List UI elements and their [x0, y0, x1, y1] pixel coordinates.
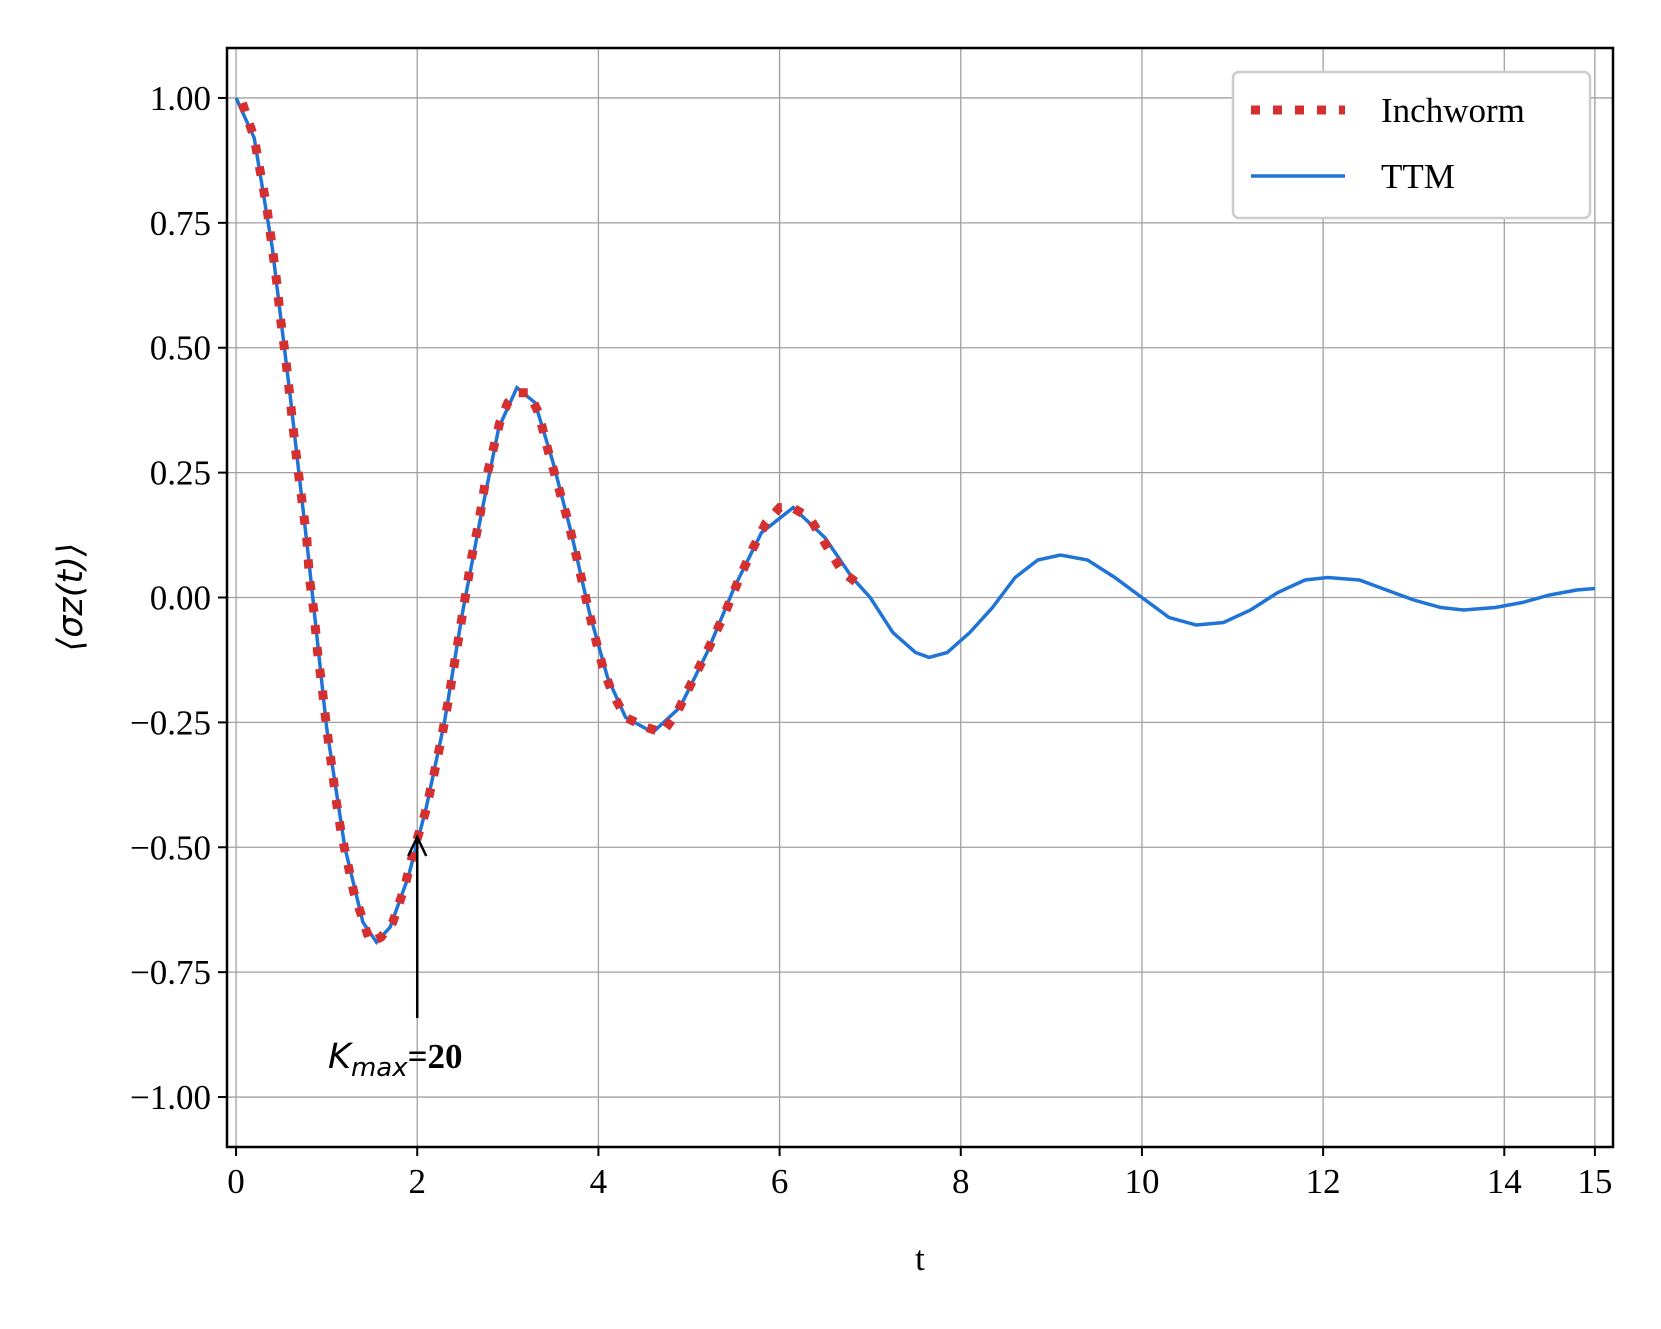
annotation-arrowhead	[407, 834, 428, 857]
x-tick-label: 0	[227, 1162, 245, 1201]
legend-label: TTM	[1381, 157, 1455, 196]
line-series	[238, 101, 860, 949]
y-tick-label: −0.75	[130, 953, 211, 992]
y-tick-label: −1.00	[130, 1078, 211, 1117]
annotation-part: =20	[408, 1037, 463, 1076]
x-tick-label: 2	[408, 1162, 426, 1201]
x-tick-label: 15	[1577, 1162, 1612, 1201]
x-tick-label: 14	[1487, 1162, 1522, 1201]
x-tick-label: 10	[1124, 1162, 1159, 1201]
plot-frame	[225, 46, 1615, 1149]
y-tick-label: 0.50	[150, 329, 211, 368]
x-tick-label: 12	[1306, 1162, 1341, 1201]
legend-label: Inchworm	[1381, 91, 1525, 130]
y-axis-label: ⟨σz(t)⟩	[51, 543, 91, 652]
annotation-part: max	[351, 1053, 408, 1083]
y-tick-label: −0.25	[130, 703, 211, 742]
y-tick-label: 1.00	[150, 79, 211, 118]
y-tick-label: −0.50	[130, 828, 211, 867]
y-tick-label: 0.75	[150, 204, 211, 243]
y-tick-label: 0.00	[150, 579, 211, 618]
line-series	[234, 97, 1596, 946]
x-axis-label: t	[915, 1239, 925, 1278]
x-tick-label: 6	[771, 1162, 789, 1201]
x-tick-label: 8	[952, 1162, 970, 1201]
y-tick-label: 0.25	[150, 454, 211, 493]
annotation-part: K	[328, 1037, 354, 1077]
annotation: Kmax=20	[328, 1037, 463, 1083]
x-tick-label: 4	[590, 1162, 608, 1201]
